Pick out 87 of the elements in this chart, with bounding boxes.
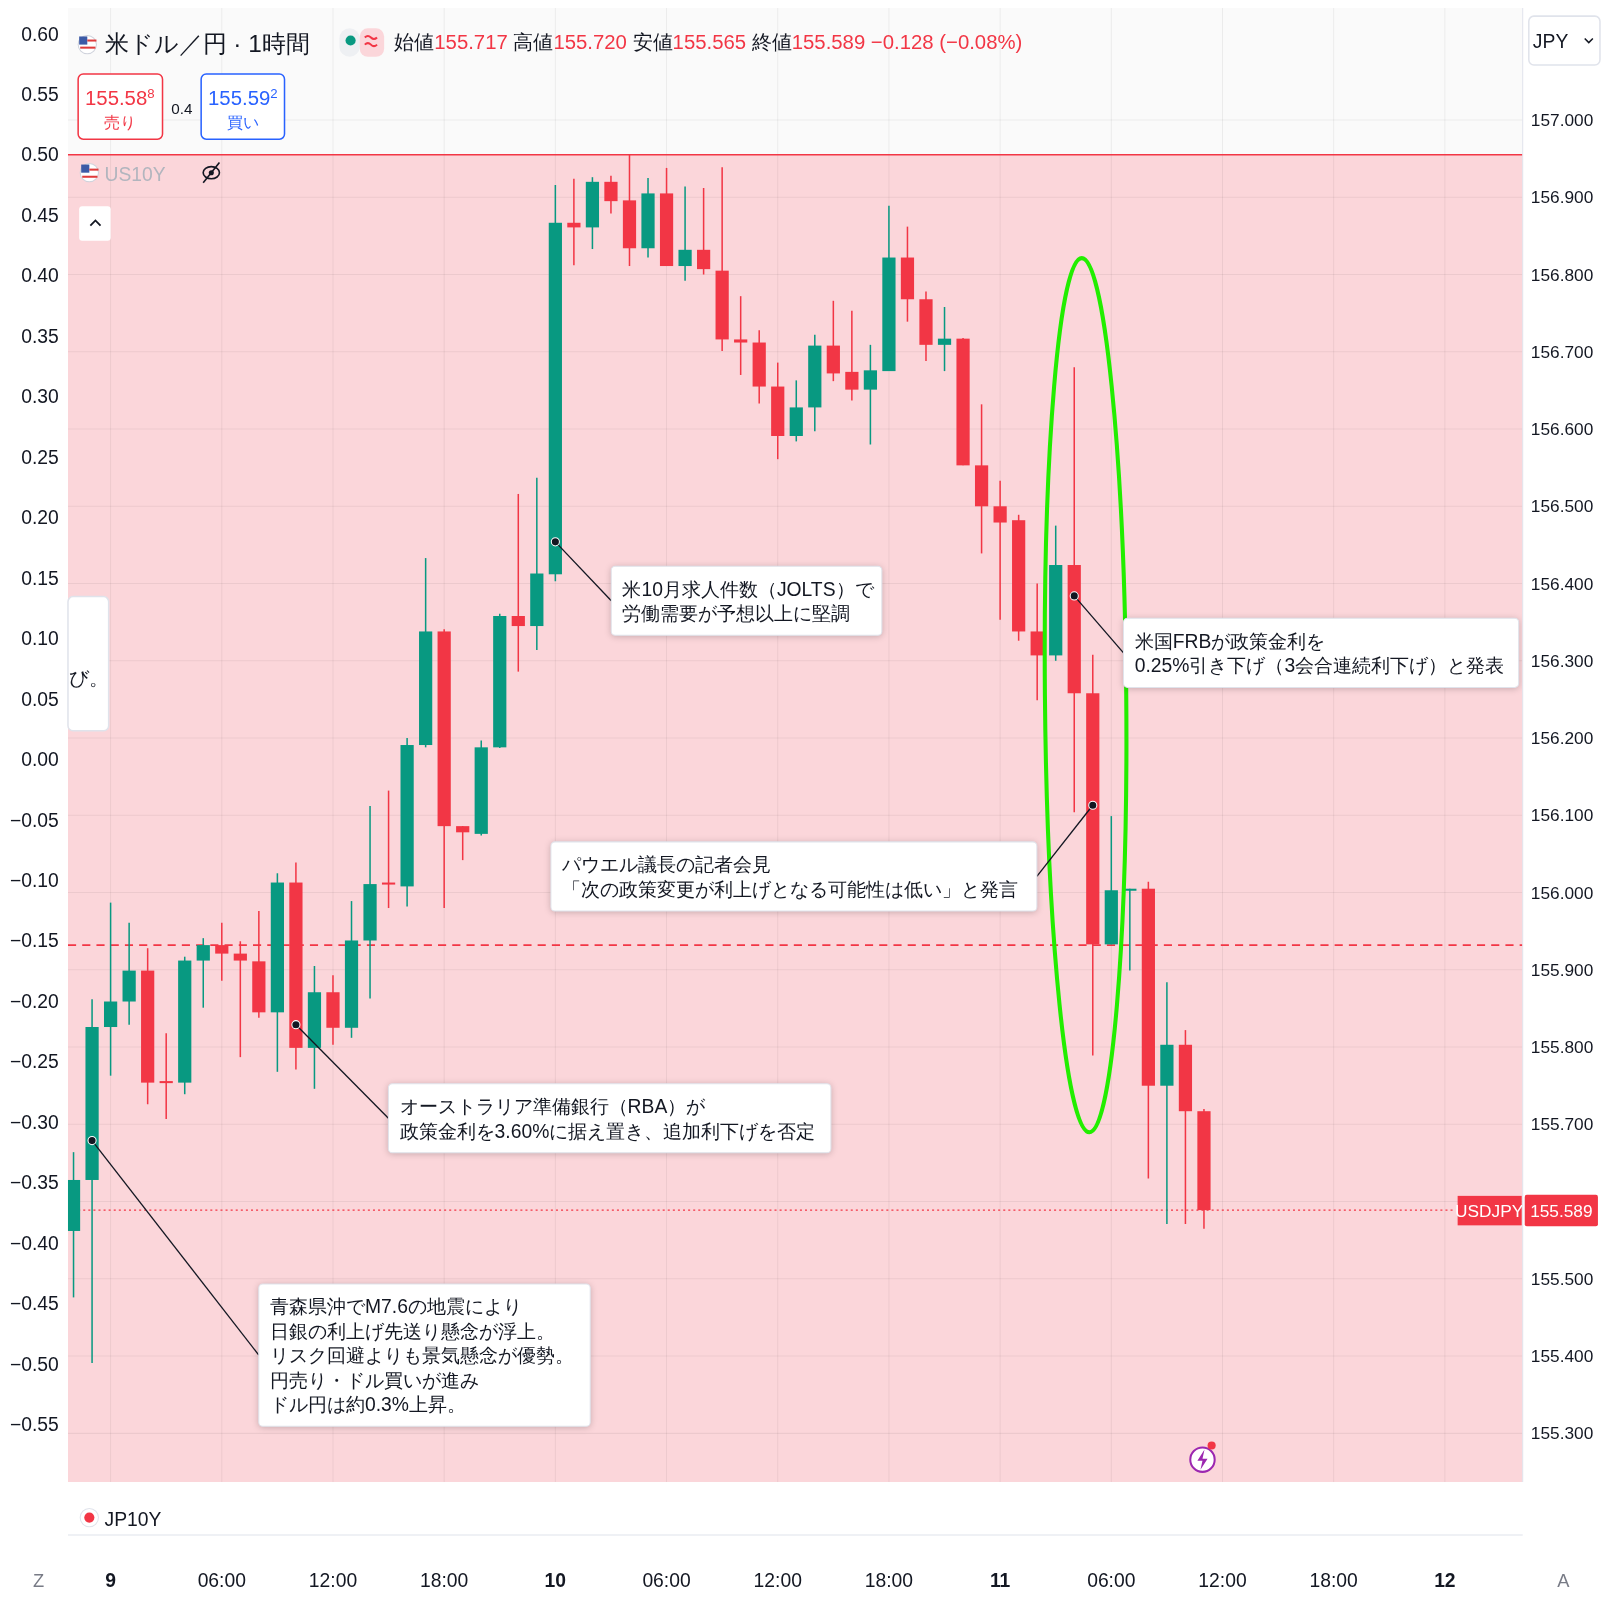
y-tick-label: 155.300 bbox=[1530, 1423, 1594, 1444]
y2-tick-label: −0.10 bbox=[10, 869, 59, 891]
x-tick-label: 06:00 bbox=[642, 1569, 691, 1591]
candlestick bbox=[993, 480, 1007, 621]
y-tick-label: 157.000 bbox=[1530, 110, 1594, 131]
y-tick-label: 155.900 bbox=[1530, 959, 1594, 980]
y2-tick-label: −0.25 bbox=[10, 1051, 59, 1073]
text: JPY bbox=[1532, 30, 1569, 52]
annotation: び。 bbox=[68, 667, 109, 690]
y2-tick-label: −0.55 bbox=[10, 1414, 59, 1436]
y-tick-label: 156.900 bbox=[1530, 187, 1594, 208]
text: Z bbox=[32, 1569, 45, 1591]
y2-tick-label: 0.55 bbox=[21, 83, 59, 105]
y-tick-label: 156.800 bbox=[1530, 264, 1594, 285]
annotation: US10Y bbox=[104, 163, 166, 185]
candlestick bbox=[845, 310, 859, 402]
annotation: 155.59$^{2}$ bbox=[208, 85, 278, 109]
annotation: 青森県沖でM7.6の地震により日銀の利上げ先送り懸念が浮上。リスク回避よりも景気懸念が優勢。円売り・ドル買いが進みドル円は約0.3%上昇。 bbox=[269, 1296, 574, 1415]
candlestick bbox=[159, 1032, 173, 1120]
candlestick bbox=[196, 937, 210, 1009]
y2-tick-label: 0.05 bbox=[21, 688, 59, 710]
y-tick-label: 155.400 bbox=[1530, 1346, 1594, 1367]
y2-tick-label: −0.45 bbox=[10, 1293, 59, 1315]
annotation: 米10月求人件数（JOLTS）で労働需要が予想以上に堅調 bbox=[622, 578, 875, 625]
x-tick-label: 06:00 bbox=[197, 1569, 246, 1591]
y2-tick-label: 0.60 bbox=[21, 23, 59, 45]
candlestick bbox=[456, 825, 470, 861]
x-tick-label: 18:00 bbox=[1309, 1569, 1358, 1591]
x-tick-label: 12 bbox=[1434, 1569, 1456, 1591]
y2-tick-label: −0.50 bbox=[10, 1353, 59, 1375]
y2-tick-label: 0.25 bbox=[21, 446, 59, 468]
annotation: 米国FRBが政策金利を0.25%引き下げ（3会合連続利下げ）と発表 bbox=[1134, 630, 1505, 677]
y-tick-label: 156.100 bbox=[1530, 805, 1594, 826]
y2-tick-label: −0.30 bbox=[10, 1111, 59, 1133]
y-tick-label: 156.000 bbox=[1530, 882, 1594, 903]
text: JP10Y bbox=[104, 1508, 162, 1530]
x-tick-label: 9 bbox=[105, 1569, 117, 1591]
y-tick-label: 155.800 bbox=[1530, 1037, 1594, 1058]
candlestick bbox=[678, 185, 692, 282]
candlestick bbox=[734, 295, 748, 376]
annotation: 売り bbox=[103, 112, 136, 131]
candlestick bbox=[1030, 582, 1044, 701]
y2-tick-label: −0.40 bbox=[10, 1232, 59, 1254]
candlestick bbox=[697, 187, 711, 276]
y-tick-label: 156.200 bbox=[1530, 728, 1594, 749]
annotation: パウエル議長の記者会見「次の政策変更が利上げとなる可能性は低い」と発言 bbox=[561, 854, 1019, 900]
text: 始値155.717 高値155.720 安値155.565 終値155.589 −0.128 (−0.08%) bbox=[394, 30, 1023, 53]
y2-tick-label: 0.30 bbox=[21, 386, 59, 408]
candlestick bbox=[937, 306, 952, 372]
text: 米ドル／円 · 1時間 bbox=[104, 29, 310, 57]
y-tick-label: 156.500 bbox=[1530, 496, 1594, 517]
y-tick-label: 156.700 bbox=[1530, 341, 1594, 362]
x-tick-label: 11 bbox=[989, 1569, 1011, 1591]
y2-tick-label: 0.40 bbox=[21, 265, 59, 287]
y-tick-label: 156.600 bbox=[1530, 419, 1594, 440]
y-tick-label: 156.300 bbox=[1530, 650, 1594, 671]
annotation: 0.4 bbox=[171, 99, 193, 117]
annotation: 買い bbox=[226, 112, 259, 131]
x-tick-label: 10 bbox=[544, 1569, 567, 1591]
x-tick-label: 18:00 bbox=[864, 1569, 914, 1591]
y2-tick-label: 0.20 bbox=[21, 507, 59, 529]
y2-tick-label: 0.45 bbox=[21, 204, 59, 226]
y2-tick-label: 0.10 bbox=[21, 628, 59, 650]
text: 155.589 bbox=[1530, 1200, 1593, 1221]
y2-tick-label: 0.35 bbox=[21, 325, 59, 347]
y-tick-label: 155.500 bbox=[1530, 1268, 1594, 1289]
annotation: オーストラリア準備銀行（RBA）が政策金利を3.60%に据え置き、追加利下げを否定 bbox=[399, 1096, 816, 1142]
y-tick-label: 155.700 bbox=[1530, 1114, 1594, 1135]
y-tick-label: 156.400 bbox=[1530, 573, 1594, 594]
x-tick-label: 12:00 bbox=[308, 1569, 358, 1591]
annotation: 155.58$^{8}$ bbox=[85, 85, 155, 109]
x-tick-label: 12:00 bbox=[1198, 1569, 1247, 1591]
x-tick-label: 12:00 bbox=[753, 1569, 802, 1591]
x-tick-label: 18:00 bbox=[420, 1569, 469, 1591]
y2-tick-label: 0.50 bbox=[21, 144, 59, 166]
text: A bbox=[1557, 1569, 1571, 1591]
candlestick bbox=[863, 344, 877, 446]
candlestick bbox=[604, 174, 618, 215]
candlestick bbox=[511, 493, 525, 673]
y2-tick-label: −0.35 bbox=[10, 1172, 59, 1194]
x-tick-label: 06:00 bbox=[1087, 1569, 1136, 1591]
y2-tick-label: −0.15 bbox=[10, 930, 59, 952]
y2-tick-label: 0.00 bbox=[21, 749, 59, 771]
y2-tick-label: −0.20 bbox=[10, 990, 59, 1012]
y2-tick-label: 0.15 bbox=[21, 567, 59, 589]
candlestick bbox=[381, 789, 396, 909]
y2-tick-label: −0.05 bbox=[10, 809, 59, 831]
